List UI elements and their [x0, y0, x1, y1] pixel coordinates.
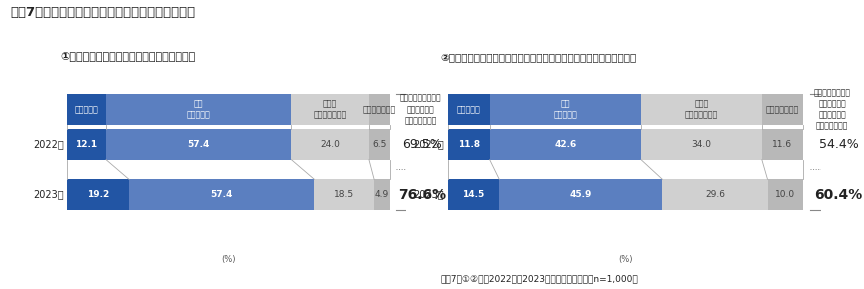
- Text: 2022年: 2022年: [414, 139, 444, 149]
- Text: 24.0: 24.0: [321, 140, 340, 149]
- Text: 当てはまる: 当てはまる: [457, 105, 480, 114]
- Bar: [106, 129, 291, 160]
- Text: 14.5: 14.5: [462, 190, 485, 199]
- Bar: [369, 94, 390, 125]
- Text: 60.4%: 60.4%: [815, 188, 862, 202]
- Text: 2023年: 2023年: [414, 190, 444, 200]
- Text: 12.1: 12.1: [75, 140, 98, 149]
- Text: 19.2: 19.2: [86, 190, 109, 199]
- Text: ①セルフケアのために市販薬は役立つと思う: ①セルフケアのために市販薬は役立つと思う: [60, 52, 196, 62]
- Text: 当てはまる: 当てはまる: [74, 105, 98, 114]
- Bar: [448, 94, 490, 125]
- Text: 45.9: 45.9: [569, 190, 592, 199]
- Text: やや
当てはまる: やや 当てはまる: [187, 99, 211, 119]
- Text: 18.5: 18.5: [334, 190, 354, 199]
- Bar: [67, 179, 129, 210]
- Bar: [369, 129, 390, 160]
- Bar: [67, 129, 106, 160]
- Text: 69.5%: 69.5%: [403, 138, 442, 151]
- Bar: [490, 94, 641, 125]
- Text: ［囷7］①②は、2022年、2023年とも対象は全体（n=1,000）: ［囷7］①②は、2022年、2023年とも対象は全体（n=1,000）: [441, 275, 638, 284]
- Bar: [762, 94, 803, 125]
- Text: 2023年: 2023年: [33, 190, 64, 200]
- Text: 29.6: 29.6: [705, 190, 725, 199]
- Bar: [374, 179, 390, 210]
- Text: 2022年: 2022年: [33, 139, 64, 149]
- Text: 4.9: 4.9: [375, 190, 389, 199]
- Bar: [762, 129, 803, 160]
- Bar: [314, 179, 374, 210]
- Text: 57.4: 57.4: [187, 140, 210, 149]
- Text: 11.6: 11.6: [772, 140, 792, 149]
- Text: 54.4%: 54.4%: [819, 138, 859, 151]
- Bar: [663, 179, 767, 210]
- Text: 10.0: 10.0: [775, 190, 796, 199]
- Bar: [448, 129, 490, 160]
- Text: 76.6%: 76.6%: [398, 188, 447, 202]
- Bar: [490, 129, 641, 160]
- Bar: [106, 94, 291, 125]
- Text: やや
当てはまる: やや 当てはまる: [554, 99, 577, 119]
- Bar: [291, 94, 369, 125]
- Text: 42.6: 42.6: [554, 140, 576, 149]
- Text: ②セルフケアのために市販薬についてもっと知識を増やしていきたい: ②セルフケアのために市販薬についてもっと知識を増やしていきたい: [441, 52, 637, 62]
- Text: 「知識を増やして
いきたい」計
当てはまる＋
やや当てはまる: 「知識を増やして いきたい」計 当てはまる＋ やや当てはまる: [814, 88, 851, 131]
- Bar: [767, 179, 803, 210]
- Bar: [641, 94, 762, 125]
- Text: (%): (%): [221, 255, 236, 264]
- Text: ［囷7］セルフケアと市販薬の関係に対する考え方: ［囷7］セルフケアと市販薬の関係に対する考え方: [10, 6, 195, 19]
- Text: (%): (%): [618, 255, 632, 264]
- Text: あまり
当てはまらない: あまり 当てはまらない: [314, 99, 346, 119]
- Text: 6.5: 6.5: [372, 140, 386, 149]
- Text: 当てはまらない: 当てはまらない: [363, 105, 396, 114]
- Text: 57.4: 57.4: [211, 190, 232, 199]
- Bar: [499, 179, 663, 210]
- Bar: [448, 179, 499, 210]
- Text: 34.0: 34.0: [691, 140, 711, 149]
- Bar: [129, 179, 314, 210]
- Text: 当てはまらない: 当てはまらない: [766, 105, 799, 114]
- Text: 「役立つと思う」計
当てはまる＋
やや当てはまる: 「役立つと思う」計 当てはまる＋ やや当てはまる: [400, 94, 442, 125]
- Bar: [641, 129, 762, 160]
- Text: あまり
当てはまらない: あまり 当てはまらない: [685, 99, 718, 119]
- Bar: [291, 129, 369, 160]
- Bar: [67, 94, 106, 125]
- Text: 11.8: 11.8: [458, 140, 480, 149]
